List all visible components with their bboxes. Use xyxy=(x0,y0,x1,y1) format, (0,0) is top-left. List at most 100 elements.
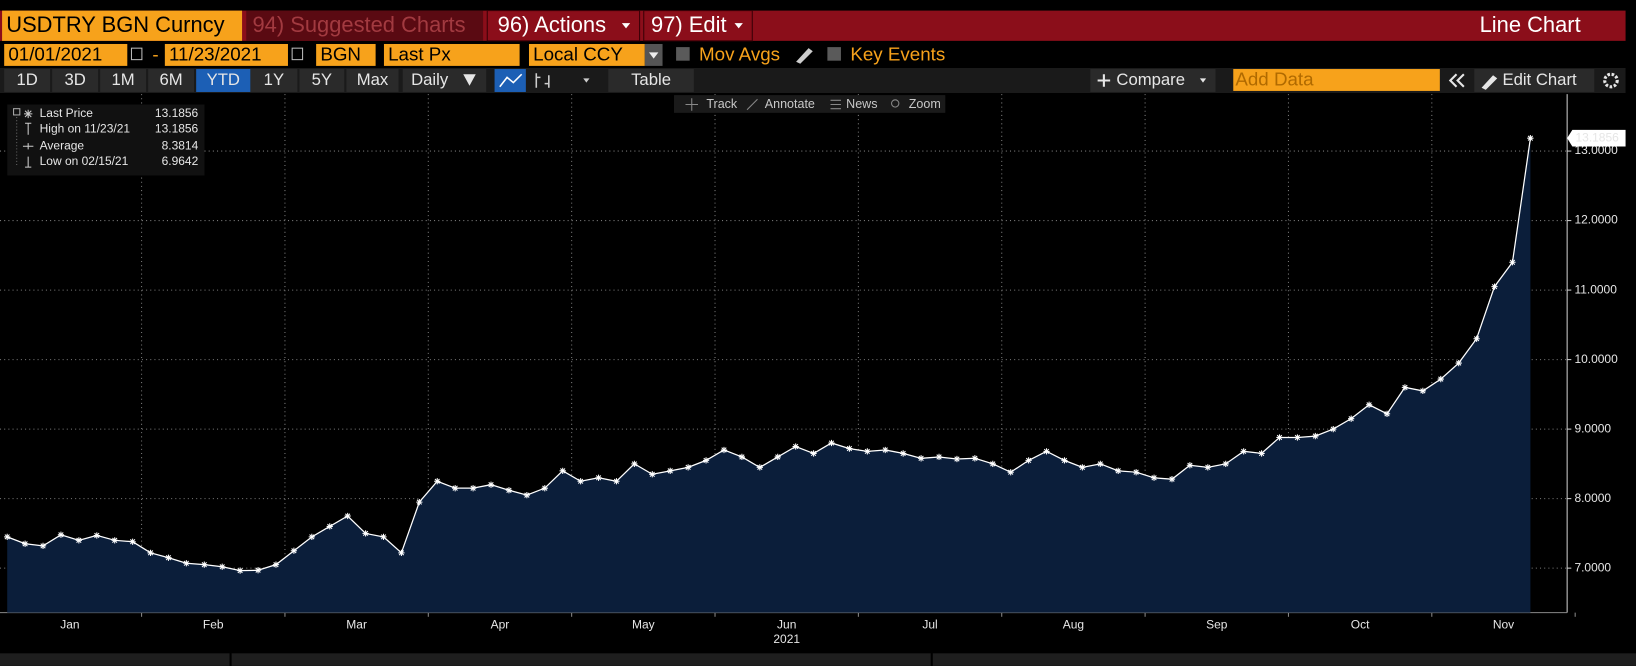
legend-icon xyxy=(22,143,34,150)
point xyxy=(1168,476,1176,483)
range-button[interactable] xyxy=(196,69,251,92)
security-box[interactable] xyxy=(2,10,243,41)
dropdown-arrow xyxy=(1199,78,1207,83)
chart-kind: Line Chart xyxy=(1480,12,1581,37)
dropdown-arrow xyxy=(621,23,631,29)
x-tick-label: Jan xyxy=(60,617,79,631)
point xyxy=(1007,469,1014,476)
legend-value: 6.9642 xyxy=(162,154,199,168)
point xyxy=(380,533,387,540)
x-tick-label: Mar xyxy=(346,617,367,631)
point xyxy=(613,478,620,485)
point xyxy=(1455,359,1462,367)
dropdown-arrow[interactable] xyxy=(583,78,590,83)
calendar-icon[interactable] xyxy=(130,47,143,61)
tool[interactable]: Annotate xyxy=(765,97,815,111)
legend-toggle[interactable] xyxy=(13,108,21,116)
point xyxy=(828,439,835,447)
point xyxy=(917,455,925,462)
checkbox[interactable] xyxy=(827,47,841,61)
point xyxy=(505,487,513,494)
menu-item: 94) Suggested Charts xyxy=(252,12,465,37)
legend-value: 8.3814 xyxy=(162,138,199,152)
calendar-icon[interactable] xyxy=(291,47,304,61)
point xyxy=(290,547,298,554)
y-tick-label: 10.0000 xyxy=(1574,352,1618,366)
add-data-field[interactable] xyxy=(1233,69,1440,91)
point xyxy=(1312,432,1319,440)
range-button[interactable] xyxy=(52,69,99,92)
point xyxy=(774,453,781,461)
start-date-field[interactable] xyxy=(4,43,128,66)
point xyxy=(147,549,154,556)
compare-label: Compare xyxy=(1116,70,1185,89)
tool[interactable]: Zoom xyxy=(909,97,941,111)
point xyxy=(953,455,961,463)
compare-button[interactable] xyxy=(1090,69,1216,92)
point xyxy=(541,485,548,492)
point xyxy=(810,450,817,457)
point xyxy=(57,531,65,538)
range-button[interactable] xyxy=(100,69,147,92)
tools-bar xyxy=(674,95,946,113)
point xyxy=(667,467,674,474)
range-button[interactable] xyxy=(148,69,195,92)
point xyxy=(882,446,889,454)
currency-box[interactable] xyxy=(528,43,645,66)
point xyxy=(362,530,369,537)
point xyxy=(416,498,423,506)
point xyxy=(1419,387,1426,395)
point xyxy=(1186,462,1194,469)
menu-button[interactable] xyxy=(486,10,641,42)
currency: Local CCY xyxy=(533,43,623,64)
pencil-icon[interactable] xyxy=(796,48,813,64)
y-tick-label: 7.0000 xyxy=(1574,560,1611,574)
tool[interactable]: News xyxy=(846,97,877,111)
point xyxy=(1401,384,1409,391)
settings-icon[interactable] xyxy=(1603,72,1619,89)
legend-icon xyxy=(25,156,32,168)
point xyxy=(219,563,226,570)
end-date: 11/23/2021 xyxy=(169,43,262,64)
source-field[interactable] xyxy=(316,43,376,66)
range-label: 3D xyxy=(64,70,85,89)
dropdown-arrow xyxy=(648,52,659,59)
tool[interactable]: Track xyxy=(706,97,738,111)
point xyxy=(344,512,351,520)
point xyxy=(1509,259,1516,266)
field-box[interactable] xyxy=(383,43,520,66)
area xyxy=(7,138,1531,613)
collapse-icon[interactable] xyxy=(1448,73,1465,88)
range-button[interactable] xyxy=(299,69,345,92)
range-label: 5Y xyxy=(312,70,332,89)
range-button[interactable] xyxy=(250,69,298,92)
pencil-icon xyxy=(1481,75,1498,90)
point xyxy=(1491,283,1498,290)
edit-chart-button[interactable] xyxy=(1474,69,1595,92)
point xyxy=(1133,469,1140,476)
checkbox[interactable] xyxy=(676,47,690,61)
frequency: Daily xyxy=(411,70,449,89)
point xyxy=(792,443,799,450)
menu-button[interactable] xyxy=(246,10,484,41)
menu-button[interactable] xyxy=(643,10,753,42)
range-button[interactable] xyxy=(4,69,51,92)
bar-type-icon[interactable] xyxy=(535,73,550,88)
range-button[interactable] xyxy=(346,69,399,92)
point xyxy=(254,567,262,574)
end-date-field[interactable] xyxy=(164,43,288,66)
point xyxy=(1330,425,1337,433)
point xyxy=(75,537,82,544)
tool-icon xyxy=(891,99,900,108)
date-separator: - xyxy=(152,43,158,64)
status-bar xyxy=(0,653,230,666)
dropdown-arrow xyxy=(734,23,743,29)
last-value-flag xyxy=(1567,129,1626,147)
range-label: 6M xyxy=(160,70,183,89)
table-button[interactable] xyxy=(608,69,694,92)
tool-icon xyxy=(830,99,841,110)
tool-icon xyxy=(746,98,758,111)
point xyxy=(129,538,136,545)
